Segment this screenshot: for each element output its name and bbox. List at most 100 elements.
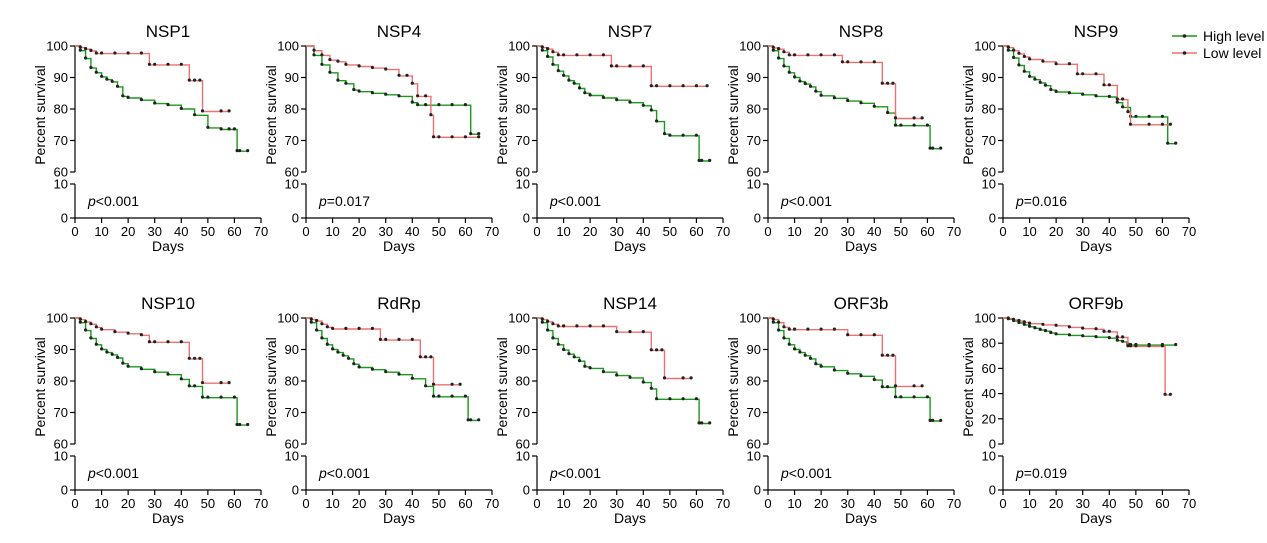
y-tick-label: 10 [285,177,299,192]
censor-mark-low [1128,344,1133,348]
censor-mark-low [1081,326,1085,330]
y-tick-label: 60 [285,165,299,180]
censor-mark-low [556,53,560,57]
censor-mark-high [416,103,420,107]
censor-mark-low [429,355,433,359]
y-tick-label: 0 [61,211,68,226]
censor-mark-low [771,317,775,321]
censor-mark-low [777,320,781,324]
x-axis-label: Days [152,510,184,526]
x-tick-label: 10 [325,224,339,239]
censor-mark-low [551,322,555,326]
censor-mark-high [328,70,332,74]
censor-mark-high [1067,333,1071,337]
censor-mark-high [94,342,98,346]
x-tick-label: 30 [609,496,623,511]
censor-mark-high [410,100,414,104]
censor-mark-low [187,78,191,82]
censor-mark-high [928,146,932,150]
y-tick-label: 60 [285,437,299,452]
censor-mark-low [410,81,414,85]
censor-mark-high [153,101,157,105]
x-tick-label: 40 [1102,496,1116,511]
censor-mark-low [1147,344,1151,348]
x-tick-label: 0 [533,224,540,239]
censor-mark-high [325,342,329,346]
km-curve-high-level [768,317,941,422]
censor-mark-high [886,110,890,115]
censor-mark-high [370,367,374,371]
censor-mark-high [315,328,319,332]
censor-mark-high [1094,335,1098,339]
censor-mark-low [331,326,335,330]
x-tick-label: 0 [533,496,540,511]
x-tick-label: 10 [556,224,570,239]
censor-mark-high [235,149,239,153]
censor-mark-high [1134,114,1138,118]
censor-mark-low [832,53,837,57]
censor-mark-high [187,384,191,388]
censor-mark-high [649,108,653,112]
censor-mark-low [819,53,823,57]
x-axis-label: Days [383,510,415,526]
censor-mark-high [357,89,361,93]
censor-mark-high [89,336,93,340]
x-tick-label: 50 [663,224,677,239]
y-axis-label: Percent survival [263,65,279,165]
censor-mark-high [309,320,313,324]
censor-mark-high [668,397,672,401]
censor-mark-high [1054,332,1058,336]
censor-mark-low [872,333,876,337]
x-tick-label: 50 [894,496,908,511]
y-tick-label: 90 [747,70,761,85]
y-tick-label: 100 [277,39,299,54]
x-tick-label: 0 [71,496,78,511]
censor-mark-low [1017,318,1021,323]
censor-mark-low [219,109,223,113]
y-tick-label: 10 [982,449,996,464]
y-tick-label: 70 [54,405,68,420]
censor-mark-low [1107,329,1111,333]
censor-mark-high [787,70,791,74]
censor-mark-low [1017,51,1021,55]
km-curve-low-level [768,317,923,388]
censor-mark-low [437,135,441,139]
x-tick-label: 50 [201,496,215,511]
x-tick-label: 30 [378,496,392,511]
censor-mark-low [153,340,157,344]
y-axis-label: Percent survival [32,337,48,437]
censor-mark-high [336,78,340,82]
censor-mark-low [777,47,781,51]
censor-mark-high [166,372,170,376]
censor-mark-low [113,330,117,334]
censor-mark-high [777,328,781,332]
censor-mark-high [437,394,441,398]
x-tick-label: 50 [894,224,908,239]
censor-mark-low [458,382,462,386]
censor-mark-low [450,135,454,139]
censor-mark-low [1075,72,1079,76]
panel-title: NSP9 [1074,22,1118,41]
censor-mark-high [219,395,223,399]
censor-mark-high [1174,141,1178,145]
x-tick-label: 20 [583,496,597,511]
y-tick-label: 80 [747,102,761,117]
censor-mark-high [572,355,576,359]
censor-mark-high [583,364,587,368]
censor-mark-low [1160,344,1164,348]
x-tick-label: 40 [636,224,650,239]
censor-mark-low [628,330,632,334]
censor-mark-low [891,353,895,357]
censor-mark-high [1022,69,1026,73]
censor-mark-low [179,340,183,344]
censor-mark-low [912,384,916,388]
censor-mark-high [649,386,653,390]
censor-mark-high [105,77,109,81]
censor-mark-low [198,78,202,82]
censor-mark-high [246,149,250,153]
y-tick-label: 10 [285,449,299,464]
censor-mark-high [1067,91,1071,95]
censor-mark-low [370,65,374,70]
x-tick-label: 70 [716,496,730,511]
